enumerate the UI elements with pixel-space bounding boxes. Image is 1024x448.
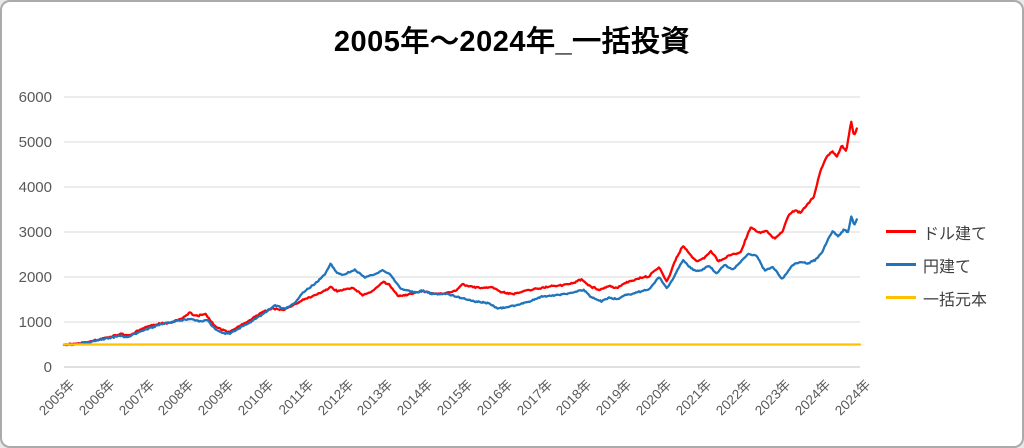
y-axis-label: 4000 xyxy=(18,179,52,196)
y-axis-label: 5000 xyxy=(18,134,52,151)
y-axis-label: 1000 xyxy=(18,314,52,331)
legend-label: ドル建て xyxy=(923,225,988,243)
legend-label: 円建て xyxy=(923,258,972,276)
y-axis-label: 2000 xyxy=(18,269,52,286)
legend-item: 円建て xyxy=(886,248,987,281)
y-axis-label: 3000 xyxy=(18,224,52,241)
legend: ドル建て円建て一括元本 xyxy=(886,215,987,314)
series-line-1 xyxy=(62,120,858,347)
chart-title: 2005年～2024年_一括投資 xyxy=(333,26,691,58)
legend-item: ドル建て xyxy=(886,215,987,248)
legend-line-swatch xyxy=(886,263,916,266)
legend-label: 一括元本 xyxy=(923,291,988,309)
series-line-2 xyxy=(62,215,858,347)
legend-line-swatch xyxy=(886,230,916,233)
y-axis-label: 0 xyxy=(43,359,52,376)
legend-item: 一括元本 xyxy=(886,281,987,314)
legend-line-swatch xyxy=(886,296,916,299)
y-axis-label: 6000 xyxy=(18,89,52,106)
